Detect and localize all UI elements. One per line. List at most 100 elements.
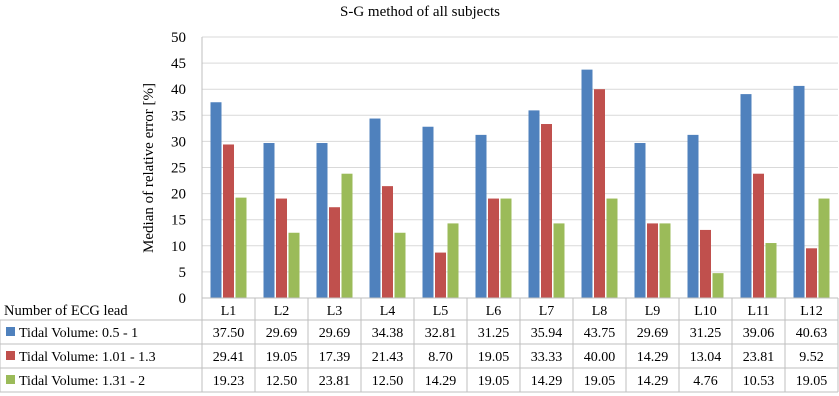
bar — [634, 143, 646, 298]
data-label: 43.75 — [584, 326, 616, 341]
bar — [647, 223, 658, 298]
y-tick-label: 10 — [171, 239, 186, 255]
x-axis-label: Number of ECG lead — [4, 303, 128, 319]
bar — [553, 223, 565, 298]
y-tick-label: 50 — [171, 30, 186, 46]
x-tick-label: L3 — [327, 304, 343, 319]
data-label: 19.05 — [266, 350, 298, 365]
data-label: 14.29 — [637, 350, 669, 365]
data-label: 23.81 — [743, 350, 775, 365]
x-tick-label: L12 — [800, 304, 823, 319]
data-label: 29.69 — [637, 326, 669, 341]
y-tick-label: 0 — [179, 291, 187, 307]
bar — [806, 248, 817, 298]
bar — [276, 198, 287, 298]
y-tick-label: 45 — [171, 56, 186, 72]
bar — [740, 94, 752, 298]
x-tick-label: L4 — [380, 304, 396, 319]
bar — [341, 173, 353, 298]
y-tick-label: 15 — [171, 213, 186, 229]
bar — [793, 85, 805, 298]
data-label: 4.76 — [693, 374, 718, 389]
bar — [210, 102, 222, 298]
bar — [581, 69, 593, 298]
data-label: 17.39 — [319, 350, 351, 365]
x-tick-label: L2 — [274, 304, 290, 319]
x-tick-label: L1 — [221, 304, 237, 319]
bar — [712, 273, 724, 298]
legend-label: Tidal Volume: 1.01 - 1.3 — [19, 350, 156, 365]
bar — [500, 198, 512, 298]
x-tick-label: L5 — [433, 304, 449, 319]
legend-label: Tidal Volume: 0.5 - 1 — [19, 326, 138, 341]
bar — [659, 223, 671, 298]
x-tick-label: L7 — [539, 304, 555, 319]
data-label: 40.63 — [796, 326, 828, 341]
bar — [606, 198, 618, 298]
bar — [223, 144, 234, 298]
bar — [488, 198, 499, 298]
data-label: 33.33 — [531, 350, 563, 365]
y-tick-label: 40 — [171, 82, 186, 98]
data-label: 40.00 — [584, 350, 616, 365]
x-tick-label: L11 — [747, 304, 769, 319]
data-label: 31.25 — [690, 326, 722, 341]
legend-swatch — [6, 351, 15, 360]
bar — [765, 243, 777, 298]
y-tick-label: 20 — [171, 187, 186, 203]
data-label: 19.05 — [478, 374, 510, 389]
data-label: 19.05 — [478, 350, 510, 365]
bar — [687, 134, 699, 298]
y-tick-label: 30 — [171, 134, 186, 150]
y-tick-label: 25 — [171, 161, 186, 177]
x-tick-label: L9 — [645, 304, 661, 319]
data-label: 10.53 — [743, 374, 775, 389]
y-axis-label: Median of relative error [%] — [141, 83, 157, 253]
data-label: 39.06 — [743, 326, 775, 341]
data-label: 29.41 — [213, 350, 245, 365]
data-label: 19.05 — [796, 374, 828, 389]
data-label: 14.29 — [425, 374, 457, 389]
data-label: 9.52 — [799, 350, 824, 365]
bar — [594, 89, 605, 298]
legend-swatch — [6, 375, 15, 384]
bar — [288, 232, 300, 298]
bar — [475, 134, 487, 298]
bar — [263, 143, 275, 298]
x-tick-label: L6 — [486, 304, 502, 319]
bar — [316, 143, 328, 298]
data-label: 23.81 — [319, 374, 351, 389]
legend-label: Tidal Volume: 1.31 - 2 — [19, 374, 145, 389]
bar — [382, 186, 393, 298]
y-tick-label: 5 — [179, 265, 187, 281]
data-label: 21.43 — [372, 350, 404, 365]
data-label: 14.29 — [531, 374, 563, 389]
bar — [818, 198, 830, 298]
data-label: 12.50 — [372, 374, 404, 389]
bar — [753, 173, 764, 298]
bar — [528, 110, 540, 298]
data-label: 12.50 — [266, 374, 298, 389]
x-tick-label: L8 — [592, 304, 608, 319]
data-label: 19.05 — [584, 374, 616, 389]
bar — [369, 118, 381, 298]
data-label: 37.50 — [213, 326, 245, 341]
bar — [435, 252, 446, 298]
data-label: 29.69 — [319, 326, 351, 341]
data-label: 19.23 — [213, 374, 245, 389]
data-label: 14.29 — [637, 374, 669, 389]
y-tick-label: 35 — [171, 108, 186, 124]
grid-layer: 0 5 10 15 20 25 30 35 40 45 50 — [171, 30, 838, 307]
bar — [394, 232, 406, 298]
chart-title: S-G method of all subjects — [340, 4, 500, 20]
data-label: 34.38 — [372, 326, 404, 341]
data-label: 13.04 — [690, 350, 722, 365]
bar — [700, 229, 711, 298]
bar — [422, 126, 434, 298]
bar — [329, 207, 340, 298]
bar — [447, 223, 459, 298]
data-label: 29.69 — [266, 326, 298, 341]
data-label: 8.70 — [428, 350, 453, 365]
data-label: 32.81 — [425, 326, 457, 341]
